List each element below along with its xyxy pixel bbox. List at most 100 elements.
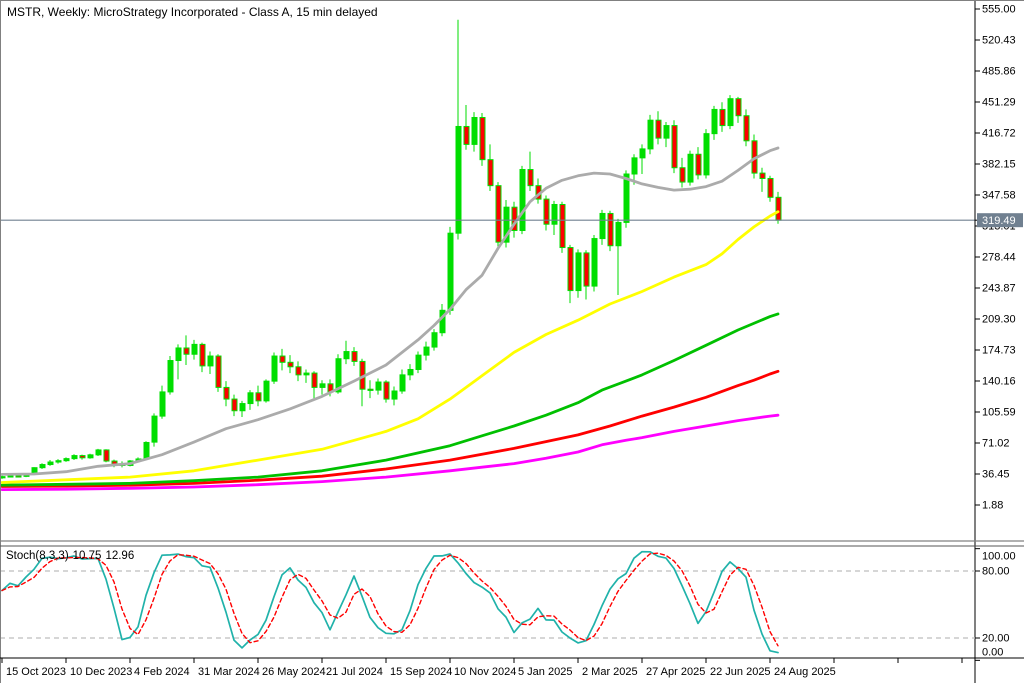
candle-bull[interactable] xyxy=(335,358,342,393)
candle-bull[interactable] xyxy=(7,475,14,478)
candle-bear[interactable] xyxy=(735,98,742,117)
candle-bull[interactable] xyxy=(551,203,558,225)
candle-bear[interactable] xyxy=(367,388,374,391)
candle-bull[interactable] xyxy=(47,461,54,466)
candle-bear[interactable] xyxy=(103,449,110,462)
candle-bull[interactable] xyxy=(55,460,62,463)
candle-bear[interactable] xyxy=(679,167,686,183)
candle-bull[interactable] xyxy=(519,169,526,231)
candle-bear[interactable] xyxy=(231,398,238,412)
candle-bull[interactable] xyxy=(207,355,214,367)
candle-bear[interactable] xyxy=(607,212,614,247)
candle-bull[interactable] xyxy=(687,153,694,183)
candle-bull[interactable] xyxy=(143,441,150,460)
candle-bull[interactable] xyxy=(399,374,406,392)
candle-bull[interactable] xyxy=(303,372,310,376)
candle-bear[interactable] xyxy=(295,366,302,376)
candle-bull[interactable] xyxy=(503,206,510,243)
candle-bull[interactable] xyxy=(615,221,622,247)
date-axis[interactable]: 15 Oct 2023 10 Dec 2023 4 Feb 2024 31 Mar 2… xyxy=(1,658,963,678)
candle-bear[interactable] xyxy=(215,355,222,388)
main-chart-area[interactable] xyxy=(0,19,975,492)
candle-bull[interactable] xyxy=(423,346,430,356)
candle-bull[interactable] xyxy=(87,454,94,459)
candle-bull[interactable] xyxy=(471,117,478,145)
candle-bull[interactable] xyxy=(439,309,446,334)
candle-bull[interactable] xyxy=(271,355,278,382)
candle-bear[interactable] xyxy=(559,203,566,249)
candle-bull[interactable] xyxy=(391,390,398,400)
candle-bear[interactable] xyxy=(743,115,750,142)
candle-bear[interactable] xyxy=(351,351,358,362)
candle-bull[interactable] xyxy=(455,125,462,234)
candle-bear[interactable] xyxy=(527,169,534,187)
candle-bull[interactable] xyxy=(191,343,198,355)
candle-bear[interactable] xyxy=(199,343,206,367)
candle-bull[interactable] xyxy=(95,449,102,456)
candle-bull[interactable] xyxy=(631,157,638,175)
candle-bull[interactable] xyxy=(407,368,414,376)
date-label: 15 Oct 2023 xyxy=(6,666,66,678)
candle-bear[interactable] xyxy=(487,159,494,187)
date-label: 15 Sep 2024 xyxy=(390,666,452,678)
candle-bull[interactable] xyxy=(175,347,182,362)
candle-bear[interactable] xyxy=(775,196,782,221)
candle-bear[interactable] xyxy=(479,117,486,161)
candle-bear[interactable] xyxy=(183,347,190,355)
stochastic-panel[interactable]: 100.00 80.00 20.00 0.00 xyxy=(0,548,1016,661)
candle-bear[interactable] xyxy=(719,108,726,127)
candle-bull[interactable] xyxy=(591,238,598,287)
candle-bear[interactable] xyxy=(223,386,230,400)
candle-bear[interactable] xyxy=(279,355,286,363)
candle-bull[interactable] xyxy=(647,119,654,150)
candle-bear[interactable] xyxy=(15,475,22,478)
candle-bull[interactable] xyxy=(575,252,582,292)
candle-bull[interactable] xyxy=(639,148,646,159)
candle-bull[interactable] xyxy=(663,125,670,139)
candle-bull[interactable] xyxy=(599,212,606,240)
candle-bull[interactable] xyxy=(167,360,174,393)
candle-bull[interactable] xyxy=(71,455,78,460)
bid-price-badge xyxy=(977,213,1023,228)
price-label: 140.16 xyxy=(982,376,1016,388)
candle-bear[interactable] xyxy=(655,119,662,139)
candle-bear[interactable] xyxy=(543,198,550,225)
stoch-main-line xyxy=(1,550,779,654)
candle-bull[interactable] xyxy=(375,381,382,391)
candle-bull[interactable] xyxy=(63,458,70,462)
candle-bull[interactable] xyxy=(415,354,422,370)
candle-bear[interactable] xyxy=(671,125,678,169)
candle-bull[interactable] xyxy=(319,383,326,388)
candle-bear[interactable] xyxy=(495,185,502,243)
indicator-value-signal: 12.96 xyxy=(105,550,135,562)
candle-bear[interactable] xyxy=(287,361,294,368)
candle-bull[interactable] xyxy=(711,108,718,135)
candle-bull[interactable] xyxy=(431,332,438,348)
candle-bear[interactable] xyxy=(311,372,318,388)
candle-bear[interactable] xyxy=(567,247,574,292)
candle-bull[interactable] xyxy=(447,232,454,311)
stoch-signal-line xyxy=(1,552,779,647)
candle-bull[interactable] xyxy=(0,476,6,479)
candle-bull[interactable] xyxy=(703,133,710,176)
candle-bull[interactable] xyxy=(343,351,350,360)
candle-bull[interactable] xyxy=(623,173,630,223)
candle-bull[interactable] xyxy=(239,403,246,412)
candle-bull[interactable] xyxy=(159,391,166,417)
candle-bear[interactable] xyxy=(255,392,262,402)
candle-bear[interactable] xyxy=(463,125,470,145)
candle-bull[interactable] xyxy=(39,464,46,469)
candle-bull[interactable] xyxy=(263,380,270,402)
price-axis[interactable]: 555.00 520.43 485.86 451.29 416.72 382.15 347.… xyxy=(974,0,1024,683)
candle-bull[interactable] xyxy=(247,392,254,405)
candle-bear[interactable] xyxy=(79,455,86,459)
candle-bear[interactable] xyxy=(383,381,390,400)
price-axis-bg[interactable] xyxy=(976,0,1024,683)
candle-bear[interactable] xyxy=(695,153,702,176)
candle-bear[interactable] xyxy=(583,252,590,287)
candle-bear[interactable] xyxy=(767,177,774,198)
candle-bear[interactable] xyxy=(759,172,766,179)
candle-bull[interactable] xyxy=(151,415,158,443)
candle-bull[interactable] xyxy=(727,98,734,127)
